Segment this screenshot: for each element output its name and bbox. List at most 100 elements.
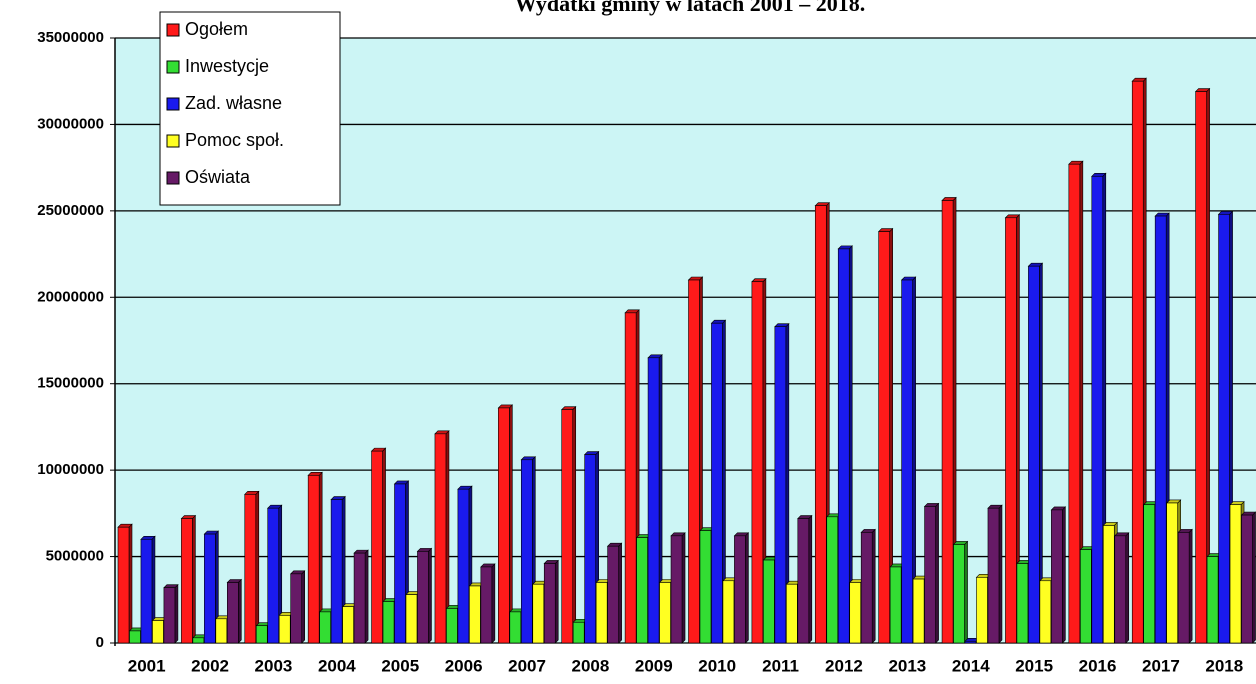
bar: [1177, 532, 1190, 644]
bar: [1114, 535, 1127, 644]
bar: [1028, 265, 1040, 644]
bar: [163, 587, 176, 644]
bar: [826, 516, 839, 644]
bar-side: [255, 490, 260, 644]
y-tick-label: 5000000: [46, 548, 104, 565]
bar: [1154, 215, 1167, 644]
bar-side: [745, 532, 749, 644]
bar: [1051, 509, 1063, 644]
x-tick-label: 2015: [1015, 656, 1053, 675]
x-tick-label: 2009: [635, 656, 673, 675]
bar: [860, 532, 873, 644]
bar: [1039, 580, 1052, 644]
bar: [215, 618, 228, 644]
bar: [342, 606, 354, 644]
bar: [394, 483, 406, 644]
legend-label: Ogołem: [185, 19, 248, 39]
bar: [711, 322, 723, 644]
bar: [561, 409, 574, 644]
bar-side: [174, 583, 179, 644]
bar: [353, 552, 366, 644]
x-tick-label: 2012: [825, 656, 863, 675]
y-tick-label: 10000000: [37, 461, 104, 478]
bar-side: [1062, 506, 1066, 644]
grid: [110, 37, 1256, 644]
bar-side: [491, 563, 496, 644]
y-tick-label: 15000000: [37, 375, 104, 392]
legend-swatch: [166, 23, 180, 37]
x-tick-label: 2007: [508, 656, 546, 675]
legend-box: [159, 11, 341, 206]
x-tick-label: 2014: [952, 656, 990, 675]
bar: [290, 573, 302, 644]
x-tick-label: 2008: [572, 656, 610, 675]
bar: [469, 585, 481, 644]
bar-side: [364, 549, 369, 644]
bar: [1143, 504, 1155, 644]
x-tick-label: 2006: [445, 656, 483, 675]
bar: [1229, 504, 1242, 644]
bar: [434, 433, 447, 644]
bar-side: [128, 523, 133, 644]
bar-side: [681, 532, 686, 644]
legend-label: Zad. własne: [185, 93, 282, 113]
bar: [941, 200, 954, 644]
bar: [763, 559, 775, 644]
bar: [319, 611, 331, 644]
legend-swatch: [166, 97, 180, 111]
bar: [688, 279, 700, 644]
chart-title: Wydatki gminy w latach 2001 – 2018.: [515, 0, 866, 16]
bar: [1080, 549, 1092, 644]
bar: [129, 630, 141, 644]
bar: [607, 545, 619, 644]
bar: [924, 506, 936, 644]
bar: [278, 615, 291, 644]
x-tick-label: 2001: [128, 656, 166, 675]
bar: [774, 326, 787, 644]
bar: [1016, 563, 1029, 644]
bar: [543, 563, 556, 644]
bar: [457, 488, 470, 644]
bar: [699, 530, 712, 644]
bar: [417, 551, 429, 644]
bars: [117, 77, 1256, 644]
bar-side: [301, 570, 305, 644]
x-tick-label: 2013: [888, 656, 926, 675]
bar: [912, 578, 925, 644]
bar: [498, 407, 510, 644]
x-tick-label: 2002: [191, 656, 229, 675]
legend-swatch: [166, 134, 180, 148]
bar: [1218, 214, 1230, 644]
bar-side: [964, 540, 968, 644]
bar: [647, 357, 660, 644]
bar: [307, 475, 320, 644]
bar-side: [808, 514, 813, 644]
bar: [901, 279, 913, 644]
bar: [1068, 163, 1081, 644]
bar: [371, 450, 383, 644]
bar: [1091, 175, 1104, 644]
bar: [786, 583, 798, 644]
bar: [244, 494, 257, 644]
bar: [1206, 556, 1219, 644]
bar: [330, 499, 343, 644]
bar: [797, 518, 810, 644]
bar: [255, 625, 268, 644]
legend-label: Pomoc społ.: [185, 130, 284, 150]
y-tick-label: 0: [96, 634, 104, 651]
bar: [849, 582, 862, 644]
bar: [1131, 80, 1144, 644]
bar-side: [428, 547, 432, 644]
bar-side: [1125, 532, 1130, 644]
bar-side: [998, 504, 1003, 644]
bar: [192, 637, 205, 644]
x-tick-label: 2004: [318, 656, 356, 675]
bar-side: [238, 578, 242, 644]
legend-swatch: [166, 171, 180, 185]
bar: [181, 518, 193, 644]
legend-label: Oświata: [185, 167, 251, 187]
bar: [878, 231, 890, 644]
bar: [670, 535, 683, 644]
bar: [480, 566, 493, 644]
x-tick-label: 2005: [381, 656, 419, 675]
